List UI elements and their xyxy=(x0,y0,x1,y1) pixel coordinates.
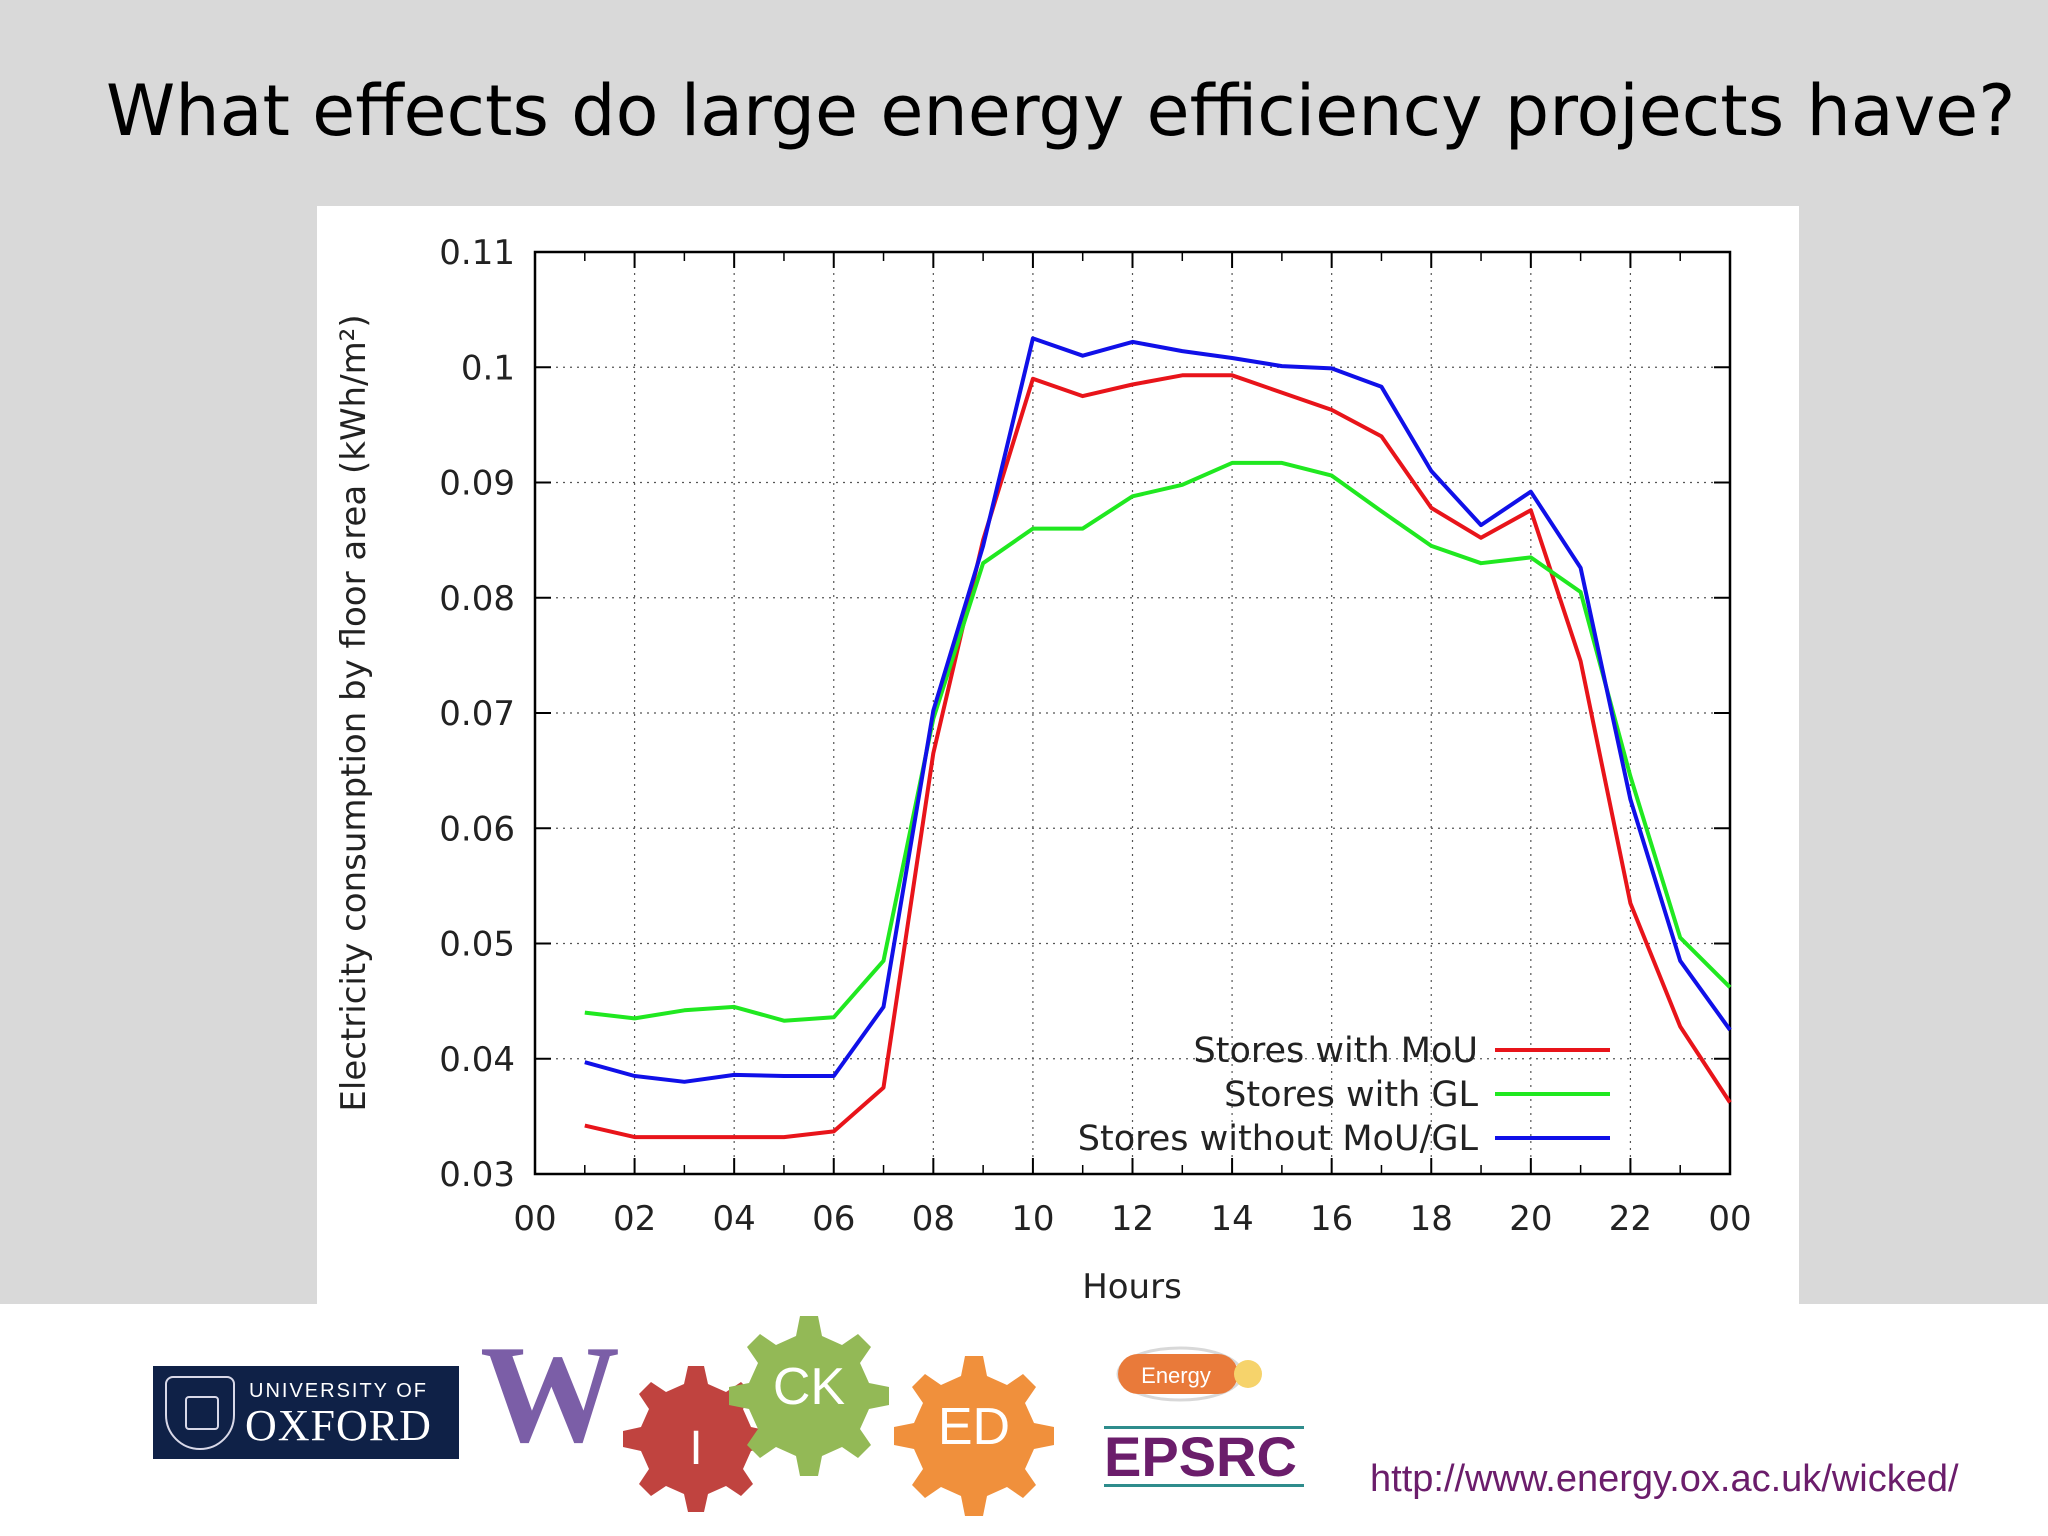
chart-panel: 0.03 0.04 0.05 0.06 0.07 0.08 0.09 0.1 0.11 00 02… xyxy=(317,206,1799,1304)
y-tick-labels: 0.03 0.04 0.05 0.06 0.07 0.08 0.09 0.1 0.11 xyxy=(439,233,515,1195)
y-tick-label: 0.06 xyxy=(439,809,515,849)
data-series xyxy=(584,336,1732,1140)
x-tick-labels: 00 02 04 06 08 10 12 14 16 18 20 22 00 xyxy=(513,1199,1751,1239)
x-tick-label: 04 xyxy=(713,1199,756,1239)
series-line xyxy=(584,336,1732,1084)
epsrc-bottom-rule xyxy=(1104,1484,1304,1487)
oxford-crest-icon xyxy=(165,1376,235,1450)
y-axis-label: Electricity consumption by floor area (k… xyxy=(334,314,374,1111)
wicked-ck-cog-icon: CK xyxy=(729,1316,889,1476)
oxford-logo-line2: OXFORD xyxy=(245,1401,432,1450)
oxford-logo-line1: UNIVERSITY OF xyxy=(249,1380,428,1402)
x-tick-label: 06 xyxy=(812,1199,855,1239)
series-line xyxy=(584,460,1732,1023)
y-tick-label: 0.07 xyxy=(439,694,515,734)
y-tick-label: 0.1 xyxy=(461,348,515,388)
y-tick-label: 0.11 xyxy=(439,233,515,273)
epsrc-top-rule xyxy=(1104,1426,1304,1429)
x-tick-label: 22 xyxy=(1609,1199,1652,1239)
legend-entry-label: Stores with MoU xyxy=(1194,1031,1478,1071)
x-tick-label: 20 xyxy=(1509,1199,1552,1239)
x-tick-label: 00 xyxy=(1708,1199,1751,1239)
slide-title: What effects do large energy efficiency … xyxy=(106,70,2016,152)
oxford-logo: UNIVERSITY OF OXFORD xyxy=(153,1366,459,1459)
energy-badge-text: Energy xyxy=(1141,1363,1211,1388)
epsrc-text: EPSRC xyxy=(1104,1425,1297,1488)
wicked-w-letter: W xyxy=(480,1317,620,1472)
epsrc-logo: Energy EPSRC xyxy=(1104,1346,1304,1488)
energy-sun-icon xyxy=(1234,1360,1262,1388)
series-line xyxy=(584,373,1732,1140)
legend-entry-label: Stores with GL xyxy=(1224,1075,1478,1115)
wicked-ed-cog-icon: ED xyxy=(894,1356,1054,1516)
wicked-ed-letters: ED xyxy=(938,1398,1010,1456)
grid-lines xyxy=(535,252,1730,1174)
footer-url-text: http://www.energy.ox.ac.uk/wicked/ xyxy=(1370,1458,1959,1500)
x-tick-label: 00 xyxy=(513,1199,556,1239)
wicked-ck-letters: CK xyxy=(773,1358,846,1416)
x-tick-label: 16 xyxy=(1310,1199,1353,1239)
y-tick-label: 0.05 xyxy=(439,925,515,965)
x-tick-label: 02 xyxy=(613,1199,656,1239)
x-tick-label: 10 xyxy=(1011,1199,1054,1239)
x-axis-label: Hours xyxy=(1082,1267,1182,1304)
y-tick-label: 0.03 xyxy=(439,1155,515,1195)
legend-entry-label: Stores without MoU/GL xyxy=(1078,1119,1479,1159)
energy-badge xyxy=(1118,1354,1238,1394)
x-tick-label: 14 xyxy=(1210,1199,1253,1239)
y-tick-label: 0.08 xyxy=(439,579,515,619)
x-tick-label: 12 xyxy=(1111,1199,1154,1239)
x-tick-label: 08 xyxy=(912,1199,955,1239)
x-tick-label: 18 xyxy=(1410,1199,1453,1239)
wicked-i-letter: I xyxy=(689,1422,702,1475)
wicked-logo: W I CK ED xyxy=(480,1316,1054,1516)
plot-frame xyxy=(533,250,1732,1176)
line-chart: 0.03 0.04 0.05 0.06 0.07 0.08 0.09 0.1 0.11 00 02… xyxy=(334,233,1752,1304)
y-tick-label: 0.09 xyxy=(439,464,515,504)
y-tick-label: 0.04 xyxy=(439,1040,515,1080)
